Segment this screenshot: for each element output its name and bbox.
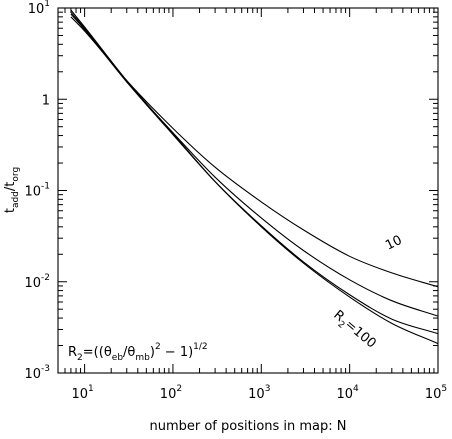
x-tick-label: 103: [248, 384, 270, 402]
y-tick-labels: 10-3 10-2 10-1 1 101: [24, 0, 50, 382]
series-line-1: [70, 9, 439, 345]
x-tick-labels: 101 102 103 104 105: [71, 384, 447, 402]
series-line-2: [70, 11, 439, 335]
x-tick-label: 101: [71, 384, 93, 402]
curve-label-r2-100: R2=100: [329, 308, 379, 354]
x-axis-label: number of positions in map: N: [149, 419, 346, 434]
y-tick-label: 10-2: [24, 273, 50, 291]
y-tick-label: 1: [42, 93, 50, 108]
x-tick-label: 105: [425, 384, 447, 402]
series-lines: [70, 9, 439, 345]
curve-label-10: 10: [383, 233, 404, 254]
y-tick-label: 101: [28, 0, 50, 17]
series-line-3: [70, 13, 439, 317]
y-tick-label: 10-3: [24, 364, 50, 382]
formula-annotation: R2=((θeb/θmb)2 − 1)1/2: [68, 342, 208, 363]
series-line-4: [70, 16, 439, 288]
plot-frame: [57, 7, 439, 374]
y-tick-label: 10-1: [24, 182, 50, 200]
x-tick-label: 102: [160, 384, 182, 402]
axis-ticks: [57, 7, 439, 374]
x-tick-label: 104: [337, 384, 360, 402]
y-axis-label: tadd/torg: [3, 167, 21, 213]
